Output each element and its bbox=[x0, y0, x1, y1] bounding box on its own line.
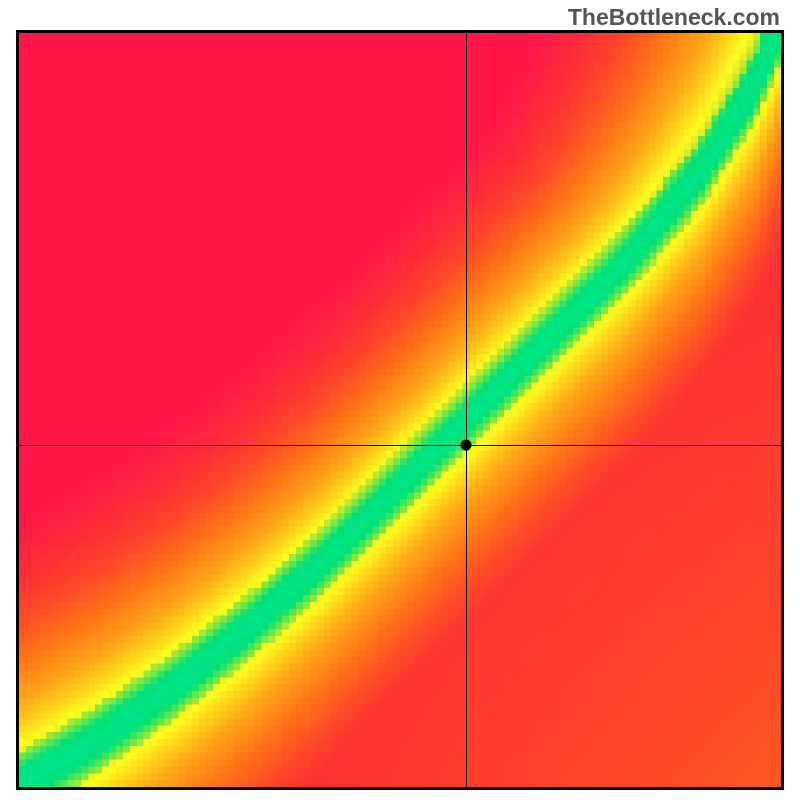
crosshair-horizontal bbox=[19, 445, 781, 446]
watermark-text: TheBottleneck.com bbox=[568, 4, 780, 31]
plot-frame bbox=[16, 30, 784, 790]
crosshair-marker bbox=[461, 439, 472, 450]
chart-container: { "watermark": { "text": "TheBottleneck.… bbox=[0, 0, 800, 800]
crosshair-vertical bbox=[466, 33, 467, 787]
